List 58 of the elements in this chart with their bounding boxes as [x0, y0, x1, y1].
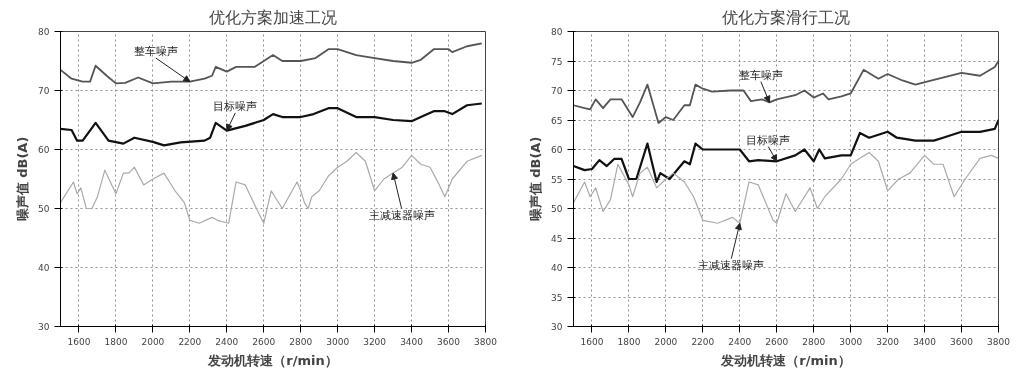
x-tick-label: 2200	[178, 336, 202, 347]
chart-title: 优化方案加速工况	[209, 7, 337, 27]
x-tick-label: 1600	[580, 336, 604, 347]
series-label: 主减速器噪声	[368, 208, 435, 222]
x-tick-label: 1600	[67, 336, 91, 347]
y-tick-label: 50	[38, 204, 50, 214]
y-tick-label: 30	[38, 322, 50, 332]
y-tick-label: 60	[38, 145, 50, 155]
line-series	[60, 102, 483, 147]
line-series	[60, 151, 483, 224]
line-series	[60, 42, 483, 85]
x-tick-label: 3000	[326, 336, 350, 347]
x-axis-title: 发动机转速（r/min）	[207, 352, 338, 368]
y-tick-label: 65	[551, 115, 563, 126]
line-series	[573, 118, 999, 184]
y-axis-title: 噪声值 dB(A)	[15, 136, 31, 222]
series-label: 目标噪声	[746, 133, 791, 147]
x-tick-label: 3400	[400, 336, 424, 347]
x-tick-label: 3600	[437, 336, 461, 347]
x-tick-label: 3800	[474, 336, 498, 347]
x-tick-label: 1800	[104, 336, 128, 347]
y-tick-label: 60	[551, 145, 563, 155]
series-label: 目标噪声	[213, 99, 258, 113]
x-tick-label: 1800	[617, 336, 641, 347]
x-tick-label: 2400	[728, 336, 752, 347]
x-tick-label: 3000	[839, 336, 863, 347]
y-tick-label: 70	[38, 86, 50, 96]
x-tick-label: 2200	[691, 336, 715, 347]
text: 主减速器噪声	[698, 258, 765, 272]
x-tick-label: 2000	[141, 336, 165, 347]
y-axis-title: 噪声值 dB(A)	[528, 136, 544, 222]
x-tick-label: 2400	[215, 336, 239, 347]
y-tick-label: 40	[38, 263, 50, 273]
y-tick-label: 70	[551, 86, 563, 96]
x-tick-label: 3800	[987, 336, 1011, 347]
x-tick-label: 3400	[913, 336, 937, 347]
y-tick-label: 30	[551, 322, 563, 332]
chart-title: 优化方案滑行工况	[722, 7, 850, 27]
y-tick-label: 35	[551, 292, 563, 303]
y-tick-label: 75	[551, 56, 563, 67]
y-tick-label: 45	[551, 233, 563, 244]
series-label: 整车噪声	[133, 45, 178, 59]
y-tick-label: 55	[551, 174, 563, 185]
y-tick-label: 80	[38, 27, 50, 37]
y-tick-label: 50	[551, 204, 563, 214]
x-tick-label: 2800	[289, 336, 313, 347]
x-tick-label: 3200	[363, 336, 387, 347]
x-tick-label: 2600	[252, 336, 276, 347]
x-tick-label: 2800	[802, 336, 826, 347]
x-tick-label: 3600	[950, 336, 974, 347]
x-tick-label: 2600	[765, 336, 789, 347]
x-axis-title: 发动机转速（r/min）	[720, 352, 851, 368]
y-tick-label: 40	[551, 263, 563, 273]
line-series	[573, 60, 999, 124]
x-tick-label: 2000	[654, 336, 678, 347]
series-label: 整车噪声	[738, 68, 783, 82]
x-tick-label: 3200	[876, 336, 900, 347]
y-tick-label: 80	[551, 27, 563, 37]
